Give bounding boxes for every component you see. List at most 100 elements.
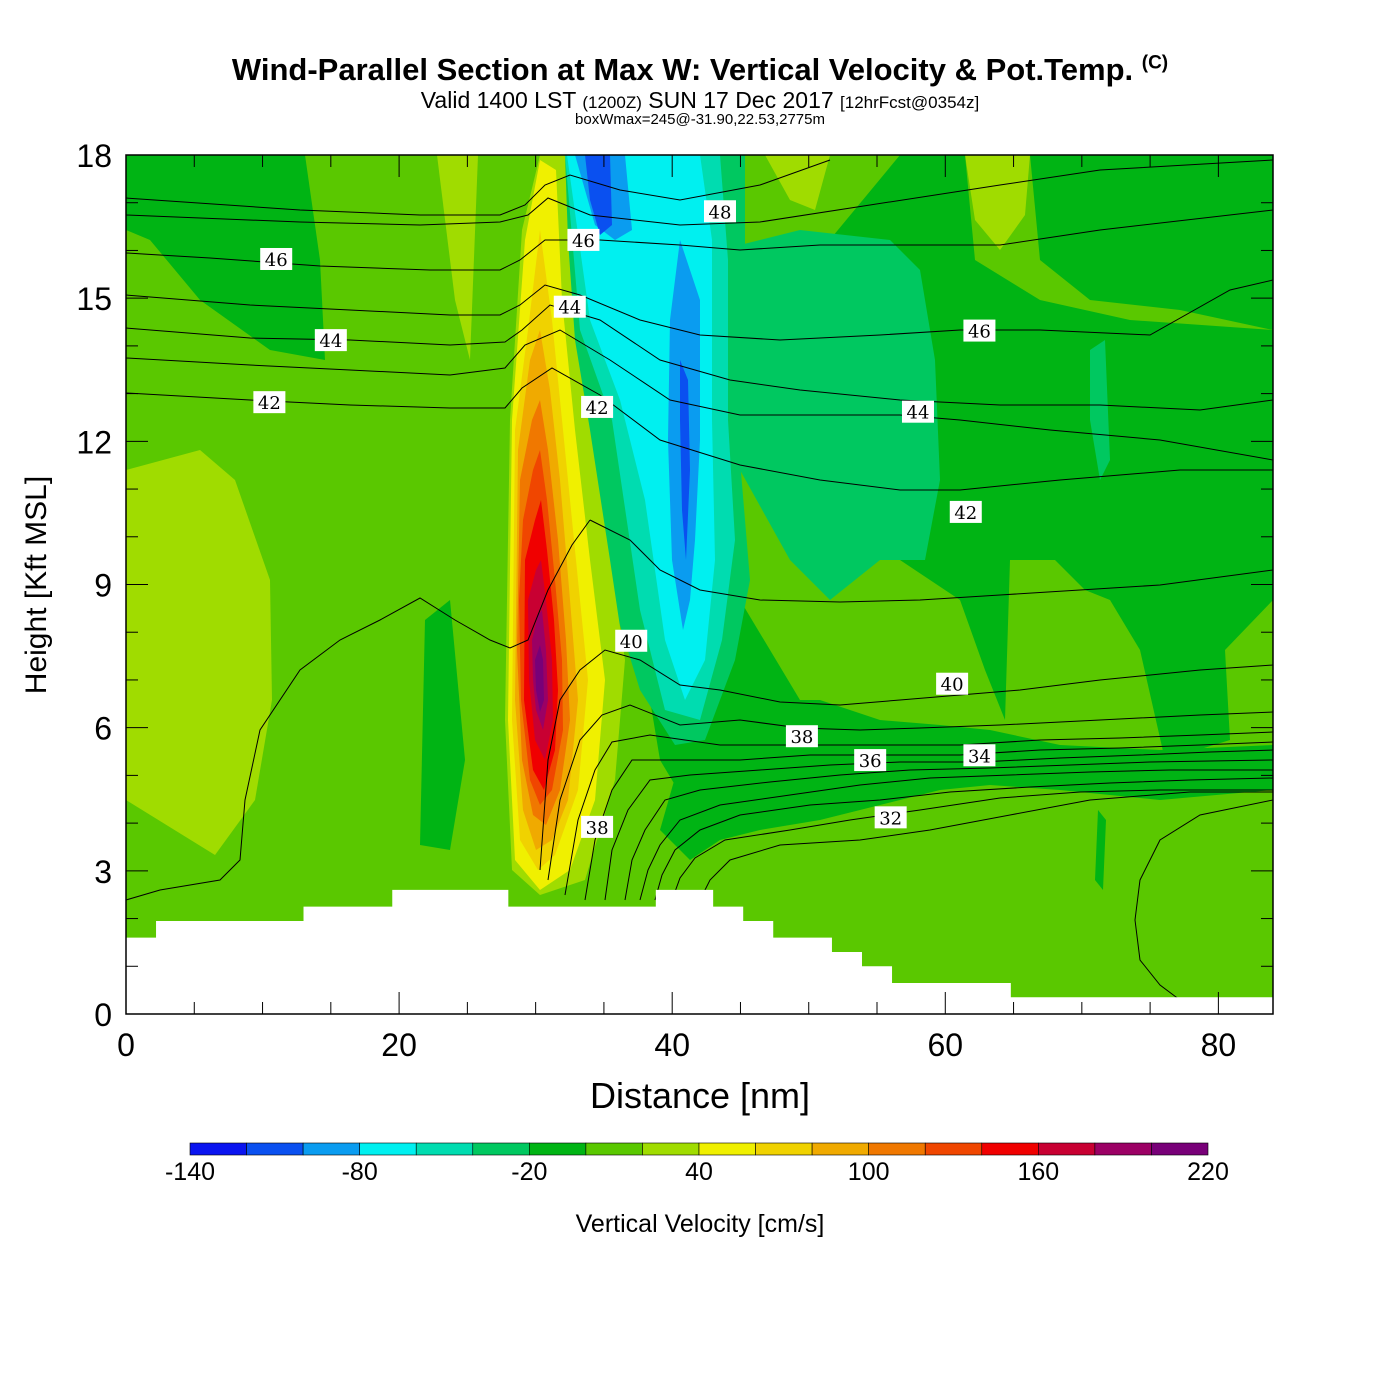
colorbar-swatch (415, 1142, 474, 1156)
colorbar-tick-label: 100 (848, 1158, 890, 1186)
contour-label-box (785, 725, 818, 748)
colorbar-swatch (811, 1142, 869, 1156)
contour-label-text: 46 (265, 250, 288, 271)
colorbar-tick-label: 220 (1187, 1158, 1229, 1186)
contour-label: 44 (553, 295, 586, 319)
title-main-text: Wind-Parallel Section at Max W: Vertical… (231, 52, 1134, 87)
colorbar: -140 -80 -20 40 100 160 220 (165, 1142, 1229, 1186)
colorbar-swatch (981, 1142, 1039, 1156)
contour-label-box (253, 391, 286, 414)
contour-label-box (901, 400, 934, 423)
terrain-ground (126, 889, 1273, 1014)
colorbar-swatch (1038, 1142, 1096, 1156)
title-boxwmax: boxWmax=245@-31.90,22.53,2775m (575, 111, 825, 128)
contour-label: 36 (854, 749, 887, 772)
contour-label-box (874, 806, 907, 829)
contour-label-text: 44 (558, 298, 581, 319)
contour-label-text: 46 (572, 231, 595, 252)
y-tick-label: 0 (94, 997, 112, 1033)
y-tick-label: 12 (76, 424, 112, 460)
colorbar-swatch (868, 1142, 926, 1156)
contour-label-text: 42 (258, 393, 281, 414)
contour-label: 42 (253, 391, 286, 414)
x-tick-label: 60 (927, 1027, 963, 1063)
contour-label-text: 38 (586, 818, 609, 839)
contour-label-layer: 32 34 36 38 38 40 40 42 42 42 44 44 44 46 46 46 48 (253, 200, 996, 839)
contour-label-box (854, 749, 887, 772)
contour-label-text: 46 (968, 322, 991, 343)
contour-label: 42 (581, 395, 614, 419)
colorbar-swatch (472, 1142, 530, 1156)
contour-label-box (260, 247, 293, 270)
contour-label: 44 (901, 400, 934, 424)
contour-label-box (949, 500, 982, 523)
contour-label-box (963, 319, 996, 342)
colorbar-swatch (1094, 1142, 1152, 1156)
x-axis-label: Distance [nm] (590, 1075, 810, 1116)
contour-label-box (936, 672, 969, 695)
contour-label-box (703, 200, 736, 223)
colorbar-tick-label: -80 (342, 1158, 378, 1186)
contour-label: 42 (949, 500, 982, 524)
y-axis-label: Height [Kft MSL] (20, 476, 53, 694)
contour-label-box (963, 744, 996, 767)
colorbar-tick-label: -20 (511, 1158, 547, 1186)
contour-label-text: 38 (790, 727, 813, 748)
terrain-mask (126, 889, 1273, 1014)
colorbar-swatch (529, 1142, 587, 1156)
contour-label: 46 (260, 247, 293, 271)
title-main-line: Wind-Parallel Section at Max W: Vertical… (0, 52, 1400, 88)
copyright-mark: (C) (1141, 52, 1169, 74)
contour-label-box (615, 629, 648, 652)
colorbar-swatch (1151, 1142, 1209, 1156)
contour-label: 34 (963, 744, 996, 767)
y-tick-label: 15 (76, 281, 112, 317)
y-tick-label: 9 (94, 568, 112, 604)
colorbar-tick-label: 40 (685, 1158, 713, 1186)
title-valid-line: Valid 1400 LST (1200Z) SUN 17 Dec 2017 [… (0, 87, 1400, 114)
contour-label-text: 34 (968, 746, 991, 767)
contour-label-box (567, 228, 600, 251)
colorbar-swatch (189, 1142, 247, 1156)
colorbar-swatch (246, 1142, 304, 1156)
x-tick-label: 80 (1201, 1027, 1237, 1063)
contour-label-box (581, 815, 614, 838)
x-tick-label: 0 (117, 1027, 135, 1063)
x-tick-label: 40 (654, 1027, 690, 1063)
contour-label-box (553, 295, 586, 318)
contour-label: 46 (963, 319, 996, 343)
colorbar-tick-label: 160 (1017, 1158, 1059, 1186)
contour-label-text: 36 (859, 751, 882, 772)
title-date: SUN 17 Dec 2017 (648, 87, 834, 113)
colorbar-swatch (585, 1142, 643, 1156)
colorbar-tick-label: -140 (165, 1158, 215, 1186)
contour-label: 32 (874, 806, 907, 829)
vertical-velocity-field (126, 155, 1273, 1014)
x-tick-label: 20 (381, 1027, 417, 1063)
contour-label-text: 40 (941, 675, 964, 696)
contour-label-box (581, 395, 614, 418)
colorbar-swatch (755, 1142, 813, 1156)
contour-label: 40 (615, 629, 648, 653)
colorbar-swatch (924, 1142, 983, 1156)
contour-label: 46 (567, 228, 600, 252)
contour-label-text: 44 (907, 403, 930, 424)
contour-label-text: 40 (620, 632, 643, 653)
contour-label: 48 (703, 200, 736, 223)
title-valid-prefix: Valid 1400 LST (420, 87, 576, 113)
contour-label-text: 32 (879, 808, 902, 829)
axes-layer: 0 20 40 60 80 0 36 9 12 15 18 (76, 138, 1273, 1063)
contour-label: 38 (581, 815, 614, 839)
colorbar-swatch (642, 1142, 700, 1156)
title-utc: (1200Z) (582, 93, 642, 112)
contour-label-text: 42 (586, 398, 609, 419)
colorbar-swatch (302, 1142, 360, 1156)
contour-label-box (314, 329, 347, 352)
colorbar-swatch (359, 1142, 417, 1156)
contour-label-text: 42 (954, 503, 977, 524)
colorbar-label: Vertical Velocity [cm/s] (576, 1210, 825, 1238)
y-tick-label: 18 (76, 138, 112, 174)
colorbar-swatch (698, 1142, 756, 1156)
contour-label-text: 48 (709, 202, 732, 223)
